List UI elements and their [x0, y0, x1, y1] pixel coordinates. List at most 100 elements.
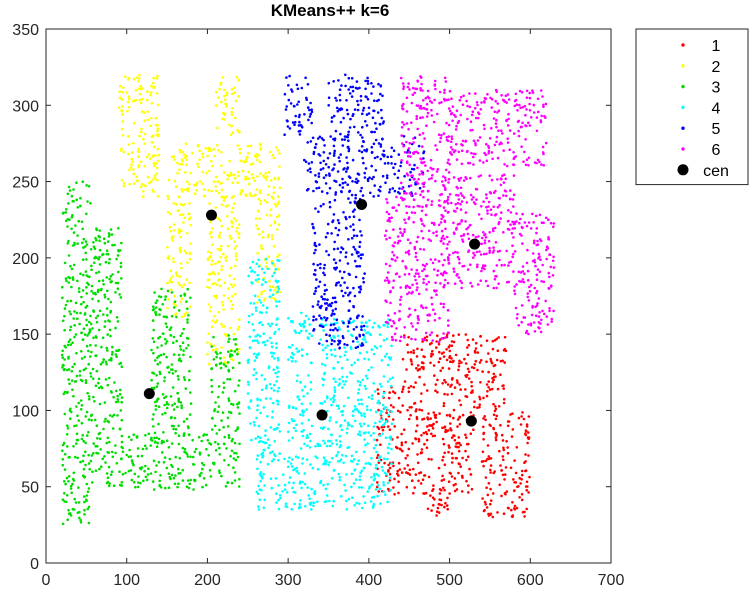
data-point	[86, 334, 89, 337]
data-point	[514, 471, 518, 475]
data-point	[415, 415, 419, 419]
data-point	[389, 438, 393, 441]
data-point	[356, 462, 359, 466]
data-point	[304, 76, 307, 80]
data-point	[475, 198, 478, 201]
legend-entry-4[interactable]: 4	[681, 100, 721, 117]
data-point	[519, 280, 523, 283]
data-point	[178, 275, 182, 279]
data-point	[65, 476, 69, 480]
data-point	[94, 469, 98, 473]
data-point	[374, 169, 378, 172]
data-point	[423, 137, 426, 140]
data-point	[120, 127, 124, 131]
data-point	[209, 255, 212, 259]
data-point	[483, 101, 486, 104]
data-point	[188, 257, 192, 261]
data-point	[308, 432, 312, 436]
data-point	[426, 274, 429, 278]
data-point	[542, 105, 545, 108]
data-point	[254, 306, 258, 310]
data-point	[428, 333, 432, 337]
data-point	[408, 178, 412, 182]
data-point	[227, 296, 230, 300]
data-point	[169, 326, 173, 329]
data-point	[82, 439, 85, 443]
data-point	[474, 92, 477, 95]
data-point	[293, 120, 297, 124]
data-point	[522, 160, 525, 163]
data-point	[77, 486, 80, 489]
data-point	[210, 159, 213, 163]
data-point	[489, 468, 492, 472]
data-point	[164, 342, 168, 345]
data-point	[265, 178, 268, 181]
data-point	[220, 419, 223, 422]
data-point	[322, 378, 326, 382]
data-point	[249, 266, 252, 270]
data-point	[339, 250, 343, 254]
data-point	[238, 361, 241, 365]
data-point	[416, 235, 420, 239]
data-point	[259, 172, 262, 175]
data-point	[443, 451, 447, 455]
data-point	[405, 471, 409, 475]
data-point	[158, 370, 162, 374]
data-point	[415, 288, 419, 292]
data-point	[110, 353, 114, 356]
data-point	[100, 345, 103, 349]
legend-label: 4	[712, 100, 721, 117]
data-point	[173, 402, 176, 406]
data-point	[324, 323, 328, 327]
data-point	[446, 255, 450, 259]
data-point	[249, 422, 252, 425]
data-point	[394, 339, 398, 342]
data-point	[177, 442, 181, 446]
x-axis: 0 100 200 300 400 500 600 700	[42, 29, 624, 589]
data-point	[364, 87, 367, 91]
legend-entry-1[interactable]: 1	[681, 38, 721, 55]
data-point	[341, 276, 344, 280]
data-point	[476, 103, 479, 107]
data-point	[353, 208, 356, 211]
data-point	[155, 166, 159, 170]
data-point	[525, 96, 529, 99]
data-point	[108, 277, 111, 281]
data-point	[531, 212, 534, 216]
data-point	[298, 133, 302, 136]
data-point	[267, 233, 270, 237]
data-point	[467, 377, 471, 380]
data-point	[69, 264, 72, 268]
data-point	[385, 276, 389, 280]
legend-entry-6[interactable]: 6	[681, 142, 721, 159]
data-point	[369, 333, 373, 337]
legend-entry-3[interactable]: 3	[681, 80, 721, 97]
legend[interactable]: 1 2 3 4 5 6 cen	[635, 28, 749, 186]
data-point	[269, 426, 273, 429]
data-point	[348, 189, 352, 193]
data-point	[389, 384, 393, 388]
legend-entry-cen[interactable]: cen	[677, 163, 729, 180]
data-point	[111, 273, 114, 276]
data-point	[291, 121, 295, 124]
data-point	[332, 396, 335, 400]
data-point	[461, 194, 464, 197]
data-point	[63, 500, 66, 503]
data-point	[467, 161, 470, 165]
data-point	[528, 475, 531, 479]
data-point	[507, 261, 511, 264]
data-point	[333, 398, 336, 402]
data-point	[149, 93, 152, 97]
data-point	[338, 270, 342, 273]
data-point	[509, 211, 513, 214]
data-point	[71, 276, 75, 279]
data-point	[438, 199, 441, 202]
data-point	[498, 204, 501, 207]
data-point	[446, 195, 450, 199]
data-point	[441, 180, 444, 183]
data-point	[164, 486, 167, 490]
data-point	[449, 360, 452, 364]
legend-entry-2[interactable]: 2	[681, 59, 721, 76]
data-point	[334, 327, 337, 330]
legend-entry-5[interactable]: 5	[681, 121, 721, 138]
